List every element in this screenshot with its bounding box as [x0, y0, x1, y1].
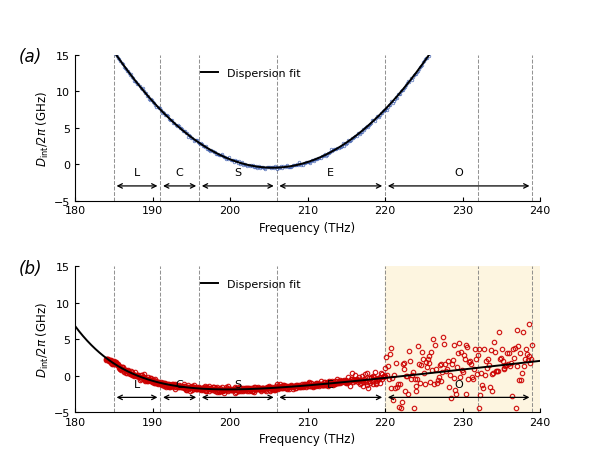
Text: E: E [327, 168, 334, 178]
Text: O: O [454, 379, 463, 389]
Text: S: S [234, 168, 241, 178]
Y-axis label: $D_{\mathrm{int}}/2\pi$ (GHz): $D_{\mathrm{int}}/2\pi$ (GHz) [35, 90, 51, 166]
Text: (b): (b) [19, 259, 43, 277]
Text: O: O [454, 168, 463, 178]
Text: C: C [176, 168, 184, 178]
Text: E: E [327, 379, 334, 389]
Text: (a): (a) [19, 48, 43, 66]
Bar [385, 267, 540, 412]
Y-axis label: $D_{\mathrm{int}}/2\pi$ (GHz): $D_{\mathrm{int}}/2\pi$ (GHz) [35, 301, 51, 377]
Text: C: C [176, 379, 184, 389]
Text: S: S [234, 379, 241, 389]
Text: L: L [134, 168, 140, 178]
Legend: Dispersion fit: Dispersion fit [197, 275, 305, 294]
Text: L: L [134, 379, 140, 389]
Legend: Dispersion fit: Dispersion fit [197, 64, 305, 83]
X-axis label: Frequency (THz): Frequency (THz) [259, 221, 356, 234]
X-axis label: Frequency (THz): Frequency (THz) [259, 432, 356, 445]
